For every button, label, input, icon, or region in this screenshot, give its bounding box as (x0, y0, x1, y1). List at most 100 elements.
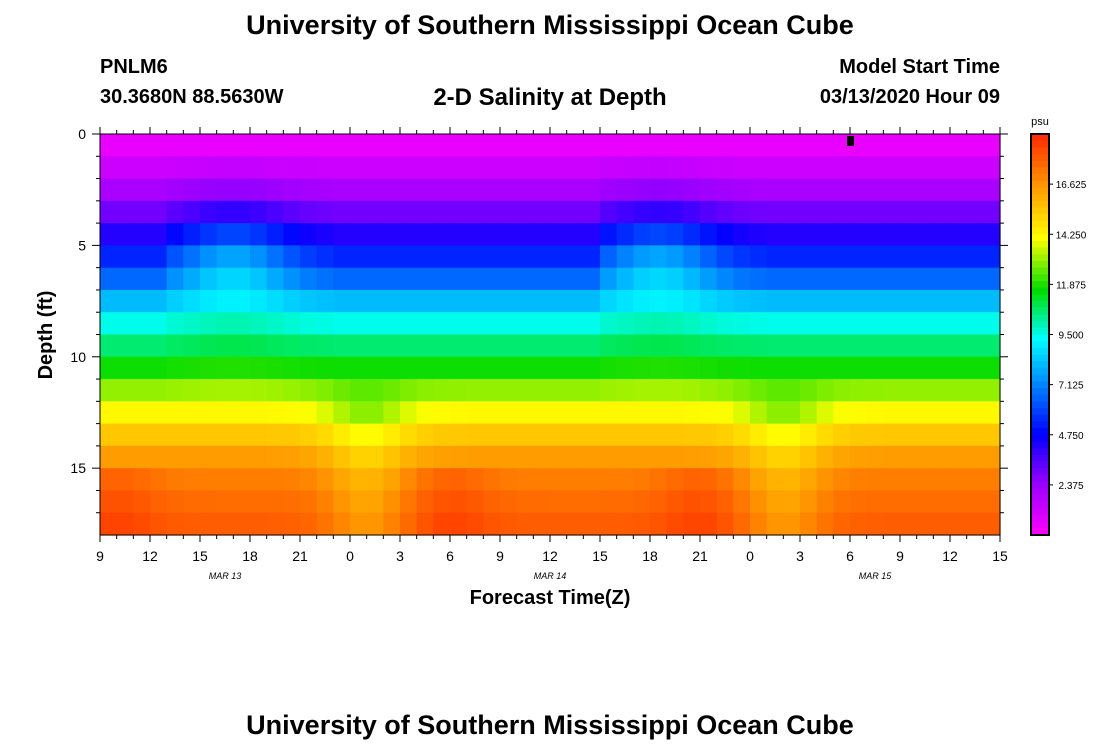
heatmap-cell (700, 178, 718, 202)
heatmap-cell (266, 445, 284, 469)
heatmap-cell (450, 156, 468, 180)
heatmap-cell (433, 379, 451, 402)
heatmap-cell (766, 312, 784, 336)
heatmap-cell (633, 401, 651, 425)
heatmap-cell (133, 445, 151, 469)
heatmap-cell (433, 245, 451, 269)
heatmap-cell (333, 134, 351, 157)
heatmap-cell (683, 512, 701, 536)
heatmap-cell (733, 468, 751, 492)
heatmap-cell (666, 178, 684, 202)
x-tick-label: 9 (896, 548, 904, 564)
colorbar-segment (1031, 254, 1049, 262)
heatmap-cell (916, 379, 934, 402)
x-tick-label: 3 (396, 548, 404, 564)
heatmap-cell (100, 312, 118, 336)
heatmap-cell (416, 379, 434, 402)
heatmap-cell (166, 512, 184, 536)
heatmap-cell (833, 289, 851, 313)
heatmap-cell (150, 445, 168, 469)
heatmap-cell (650, 468, 668, 492)
heatmap-cell (250, 423, 268, 447)
heatmap-cell (200, 223, 218, 246)
heatmap-cell (666, 200, 684, 224)
heatmap-cell (200, 334, 218, 358)
heatmap-cell (516, 334, 534, 358)
heatmap-cell (583, 512, 601, 536)
heatmap-cell (300, 512, 318, 536)
heatmap-cell (216, 200, 234, 224)
heatmap-cell (466, 178, 484, 202)
heatmap-cell (516, 223, 534, 246)
heatmap-cell (133, 134, 151, 157)
heatmap-cell (266, 490, 284, 514)
heatmap-cell (416, 334, 434, 358)
heatmap-cell (350, 178, 368, 202)
page-title: University of Southern Mississippi Ocean… (246, 10, 854, 40)
heatmap-cell (316, 200, 334, 224)
heatmap-cell (850, 312, 868, 336)
heatmap-cell (300, 445, 318, 469)
heatmap-cell (433, 356, 451, 380)
colorbar-segment (1031, 528, 1049, 536)
colorbar-segment (1031, 274, 1049, 282)
heatmap-cell (400, 267, 418, 291)
heatmap-cell (383, 512, 401, 536)
heatmap-cell (350, 356, 368, 380)
heatmap-cell (716, 490, 734, 514)
heatmap-cell (516, 134, 534, 157)
heatmap-cell (100, 223, 118, 246)
heatmap-cell (983, 379, 1001, 402)
heatmap-cell (366, 156, 384, 180)
heatmap-cell (433, 200, 451, 224)
heatmap-cell (550, 490, 568, 514)
heatmap-cell (733, 156, 751, 180)
heatmap-cell (316, 445, 334, 469)
heatmap-cell (866, 423, 884, 447)
colorbar-segment (1031, 341, 1049, 349)
x-tick-label: 15 (992, 548, 1008, 564)
heatmap-cell (800, 356, 818, 380)
heatmap-cell (533, 512, 551, 536)
colorbar-segment (1031, 287, 1049, 295)
heatmap-cell (216, 289, 234, 313)
heatmap-cell (800, 178, 818, 202)
heatmap-cell (683, 289, 701, 313)
heatmap-cell (966, 445, 984, 469)
heatmap-cell (750, 245, 768, 269)
heatmap-cell (450, 200, 468, 224)
heatmap-cell (333, 334, 351, 358)
colorbar-segment (1031, 461, 1049, 469)
heatmap-cell (916, 312, 934, 336)
heatmap-cell (566, 178, 584, 202)
heatmap-cell (700, 468, 718, 492)
heatmap-cell (950, 134, 968, 157)
heatmap-cell (533, 267, 551, 291)
heatmap-cell (350, 289, 368, 313)
heatmap-cell (850, 445, 868, 469)
heatmap-cell (900, 267, 918, 291)
y-tick-label: 15 (70, 460, 86, 476)
heatmap-cell (233, 379, 251, 402)
heatmap-cell (466, 134, 484, 157)
heatmap-cell (916, 134, 934, 157)
heatmap-cell (816, 379, 834, 402)
heatmap-cell (500, 245, 518, 269)
colorbar-segment (1031, 247, 1049, 255)
heatmap-cell (983, 134, 1001, 157)
heatmap-cell (850, 178, 868, 202)
heatmap-cell (816, 423, 834, 447)
colorbar-segment (1031, 147, 1049, 155)
heatmap-cell (850, 401, 868, 425)
colorbar-segment (1031, 481, 1049, 489)
heatmap-cell (666, 267, 684, 291)
heatmap-cell (883, 445, 901, 469)
heatmap-cell (566, 401, 584, 425)
heatmap-cell (650, 134, 668, 157)
heatmap-cell (933, 423, 951, 447)
heatmap-cell (383, 200, 401, 224)
heatmap-cell (616, 200, 634, 224)
heatmap-cell (433, 156, 451, 180)
heatmap-cell (483, 156, 501, 180)
heatmap-cell (883, 312, 901, 336)
